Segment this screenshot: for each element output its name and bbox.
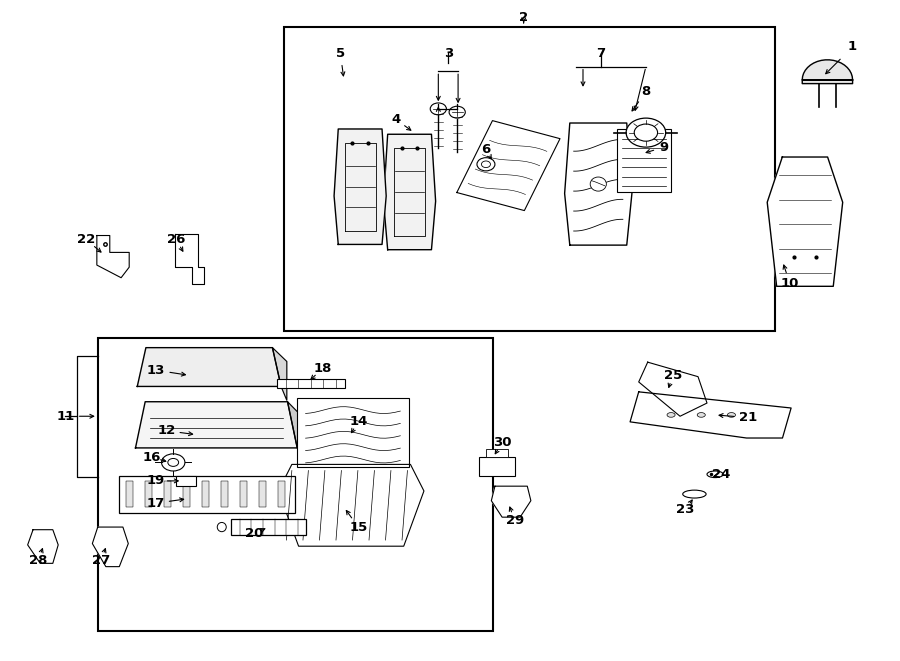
Text: 23: 23	[676, 504, 695, 516]
Ellipse shape	[683, 490, 706, 498]
Text: 7: 7	[597, 47, 606, 60]
Polygon shape	[175, 234, 203, 284]
Bar	[486, 449, 508, 457]
Polygon shape	[630, 392, 791, 438]
Text: 5: 5	[336, 47, 345, 60]
Text: 29: 29	[506, 514, 524, 527]
Circle shape	[477, 158, 495, 171]
Text: 1: 1	[848, 40, 857, 54]
Circle shape	[161, 454, 184, 471]
Text: 14: 14	[349, 415, 367, 428]
Polygon shape	[383, 134, 436, 250]
Text: 4: 4	[392, 113, 400, 126]
Polygon shape	[28, 529, 58, 563]
Circle shape	[626, 118, 666, 147]
Ellipse shape	[590, 177, 607, 191]
Text: 30: 30	[493, 436, 511, 449]
Bar	[230, 519, 306, 535]
Bar	[202, 481, 209, 508]
Circle shape	[167, 459, 178, 467]
Bar	[479, 457, 515, 476]
Circle shape	[449, 106, 465, 118]
Text: 22: 22	[76, 233, 95, 246]
Polygon shape	[767, 157, 842, 286]
Polygon shape	[278, 465, 424, 546]
Bar	[126, 481, 133, 508]
Text: 6: 6	[482, 143, 490, 155]
Text: 12: 12	[158, 424, 176, 438]
Polygon shape	[564, 123, 632, 245]
Text: 28: 28	[29, 553, 48, 566]
Polygon shape	[97, 235, 130, 278]
Text: 11: 11	[57, 410, 75, 423]
Bar	[221, 481, 228, 508]
Bar	[183, 481, 190, 508]
Text: 27: 27	[92, 553, 111, 566]
Bar	[276, 379, 345, 388]
Polygon shape	[273, 348, 287, 401]
Text: 26: 26	[166, 233, 185, 246]
Bar	[240, 481, 248, 508]
Bar	[145, 481, 152, 508]
Bar	[164, 481, 171, 508]
Circle shape	[430, 103, 446, 115]
Text: 9: 9	[660, 141, 669, 153]
Text: 15: 15	[349, 521, 367, 533]
Text: 18: 18	[313, 362, 331, 375]
Text: 21: 21	[739, 411, 758, 424]
Circle shape	[634, 124, 658, 141]
Polygon shape	[802, 60, 852, 83]
Polygon shape	[639, 362, 707, 416]
Text: 20: 20	[245, 527, 264, 540]
Text: 8: 8	[642, 85, 651, 98]
Text: 10: 10	[780, 276, 799, 290]
Polygon shape	[93, 527, 129, 566]
Ellipse shape	[727, 412, 735, 417]
Polygon shape	[287, 402, 303, 465]
FancyBboxPatch shape	[284, 27, 775, 330]
FancyBboxPatch shape	[98, 338, 493, 631]
Text: 17: 17	[146, 497, 165, 510]
Bar	[176, 476, 195, 486]
Bar	[297, 399, 409, 467]
Text: 2: 2	[519, 11, 528, 24]
Polygon shape	[136, 402, 297, 448]
Polygon shape	[457, 120, 560, 211]
Text: 16: 16	[142, 451, 161, 463]
Ellipse shape	[707, 471, 724, 478]
Text: 25: 25	[663, 369, 682, 382]
Text: 19: 19	[146, 475, 165, 487]
Bar	[278, 481, 285, 508]
Circle shape	[482, 161, 490, 168]
Polygon shape	[491, 486, 531, 517]
Polygon shape	[334, 129, 386, 245]
Text: 3: 3	[444, 47, 453, 60]
Ellipse shape	[698, 412, 706, 417]
Bar	[259, 481, 266, 508]
Bar	[617, 129, 671, 192]
Ellipse shape	[667, 412, 675, 417]
Text: 24: 24	[712, 468, 731, 481]
Ellipse shape	[217, 522, 226, 531]
Bar	[120, 476, 295, 512]
Polygon shape	[138, 348, 281, 387]
Text: 13: 13	[146, 364, 165, 377]
